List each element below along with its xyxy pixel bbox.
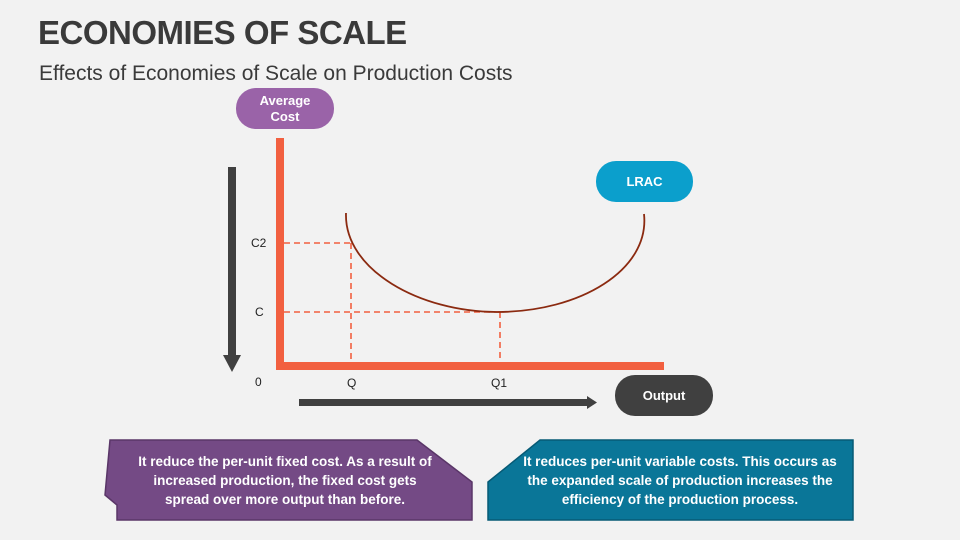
y-axis: [276, 138, 284, 370]
y-tick-c2: C2: [251, 236, 267, 250]
right-arrow-head: [587, 396, 597, 409]
variable-cost-box-text: It reduces per-unit variable costs. This…: [523, 454, 837, 507]
output-label: Output: [615, 375, 713, 416]
page-title: ECONOMIES OF SCALE: [38, 14, 407, 51]
lrac-curve: [345, 212, 646, 313]
fixed-cost-box-shape: [104, 439, 473, 521]
lrac-label: LRAC: [596, 161, 693, 202]
down-arrow-shaft: [228, 167, 236, 357]
y-tick-c: C: [255, 305, 264, 319]
x-tick-q: Q: [347, 376, 357, 390]
right-arrow-shaft: [299, 399, 589, 406]
down-arrow-head: [223, 355, 241, 372]
variable-cost-box-shape: [487, 439, 854, 521]
x-tick-q1: Q1: [491, 376, 508, 390]
x-axis: [276, 362, 664, 370]
fixed-cost-box-text: It reduce the per-unit fixed cost. As a …: [138, 454, 432, 507]
origin-label: 0: [255, 375, 262, 389]
average-cost-label: Average Cost: [236, 88, 334, 129]
page-subtitle: Effects of Economies of Scale on Product…: [39, 62, 513, 85]
